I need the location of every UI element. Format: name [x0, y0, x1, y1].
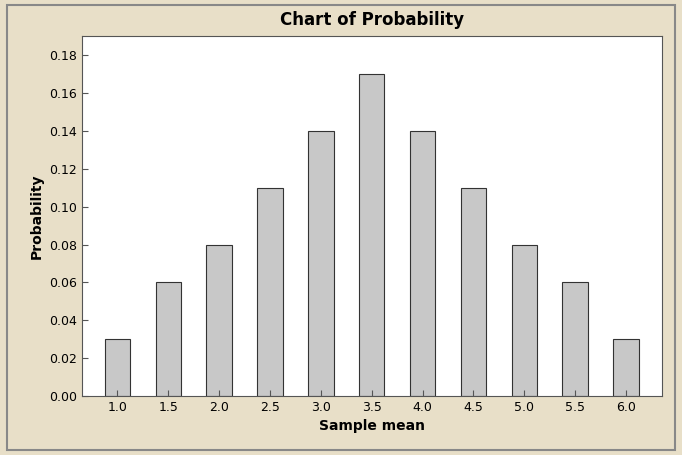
Bar — [460, 188, 486, 396]
Bar — [308, 131, 333, 396]
Bar — [359, 74, 385, 396]
Bar — [207, 244, 232, 396]
Y-axis label: Probability: Probability — [29, 173, 44, 259]
Bar — [563, 283, 588, 396]
Bar — [613, 339, 638, 396]
Bar — [155, 283, 181, 396]
Bar — [257, 188, 283, 396]
Title: Chart of Probability: Chart of Probability — [280, 11, 464, 29]
X-axis label: Sample mean: Sample mean — [318, 419, 425, 433]
Bar — [105, 339, 130, 396]
Bar — [512, 244, 537, 396]
Bar — [410, 131, 435, 396]
